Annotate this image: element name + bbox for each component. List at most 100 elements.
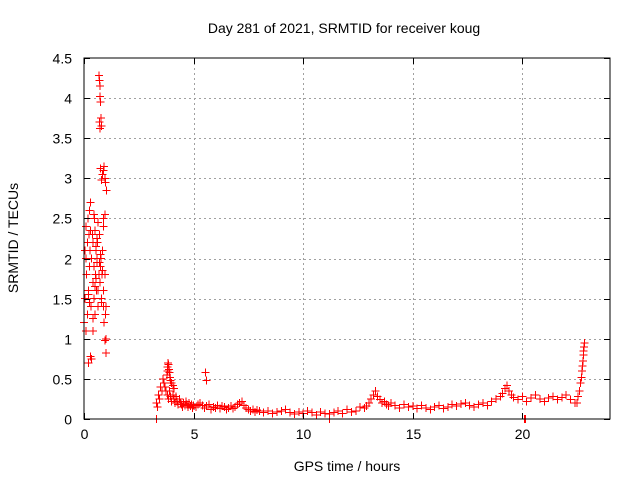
data-point (522, 397, 531, 406)
data-point (272, 407, 281, 416)
data-point (168, 390, 177, 399)
data-point (277, 406, 286, 415)
data-series (80, 71, 589, 423)
y-tick-label: 2 (64, 252, 72, 268)
data-point (152, 398, 161, 407)
data-point (93, 234, 102, 243)
data-point (281, 405, 290, 414)
data-point (443, 402, 452, 411)
y-axis-label: SRMTID / TECUs (5, 183, 21, 293)
data-point (399, 400, 408, 409)
data-point (557, 393, 566, 402)
data-point (89, 210, 98, 219)
data-point (413, 404, 422, 413)
data-point (168, 381, 177, 390)
data-point (96, 250, 105, 259)
plot-area-border (83, 57, 611, 420)
data-point (492, 394, 501, 403)
x-tick-label: 0 (81, 426, 89, 442)
data-point (303, 406, 312, 415)
data-point (96, 164, 105, 173)
data-point (574, 392, 583, 401)
data-point (158, 374, 167, 383)
data-point (553, 395, 562, 404)
data-point (435, 401, 444, 410)
data-point (470, 402, 479, 411)
data-point (81, 246, 90, 255)
data-point (202, 376, 211, 385)
data-point (97, 298, 106, 307)
data-point (386, 398, 395, 407)
data-point (395, 403, 404, 412)
data-point (294, 407, 303, 416)
data-point (92, 242, 101, 251)
data-point (237, 397, 246, 406)
x-tick-label: 15 (406, 426, 422, 442)
x-tick-label: 5 (191, 426, 199, 442)
data-point (101, 334, 110, 343)
data-point (97, 114, 106, 123)
data-point (549, 392, 558, 401)
data-point (84, 290, 93, 299)
data-point (439, 404, 448, 413)
data-point (474, 400, 483, 409)
data-point (155, 394, 164, 403)
data-point (89, 294, 98, 303)
data-point (201, 368, 210, 377)
data-point (351, 406, 360, 415)
data-point (417, 401, 426, 410)
y-tick-label: 0 (64, 412, 72, 428)
grid (84, 58, 610, 419)
data-point (502, 381, 511, 390)
data-point (101, 310, 110, 319)
data-point (498, 389, 507, 398)
data-point (100, 318, 109, 327)
data-point (465, 401, 474, 410)
data-point (566, 395, 575, 404)
data-point (87, 354, 96, 363)
data-point (321, 409, 330, 418)
data-point (175, 394, 184, 403)
data-point (343, 405, 351, 414)
data-point (421, 403, 430, 412)
data-point (204, 400, 213, 409)
data-point (95, 230, 104, 239)
data-point (535, 394, 544, 403)
data-point (487, 397, 496, 406)
y-tick-label: 3.5 (53, 131, 73, 147)
data-point (87, 302, 96, 311)
data-point (100, 210, 109, 219)
data-point (100, 270, 109, 279)
data-point (90, 282, 99, 291)
data-point (456, 399, 465, 408)
data-point (100, 336, 109, 345)
data-point (92, 274, 101, 283)
data-point (96, 98, 105, 107)
y-tick-label: 1 (64, 332, 72, 348)
data-point (356, 402, 365, 411)
data-point (544, 394, 553, 403)
data-point (98, 170, 107, 179)
data-point (97, 254, 106, 263)
data-point (100, 174, 109, 183)
data-point (88, 326, 97, 335)
data-point (408, 402, 417, 411)
data-point (96, 262, 105, 271)
data-point (367, 394, 376, 403)
x-tick-label: 10 (296, 426, 312, 442)
data-point (573, 398, 582, 407)
data-point (527, 394, 536, 403)
data-point (312, 410, 321, 419)
data-point (478, 398, 487, 407)
data-point (165, 373, 174, 382)
data-point (329, 408, 338, 417)
data-point (93, 258, 102, 267)
data-point (95, 278, 104, 287)
y-tick-label: 2.5 (53, 211, 73, 227)
data-point (153, 402, 162, 411)
data-point (531, 390, 540, 399)
data-point (87, 254, 96, 263)
data-point (181, 397, 190, 406)
data-point (268, 409, 277, 418)
